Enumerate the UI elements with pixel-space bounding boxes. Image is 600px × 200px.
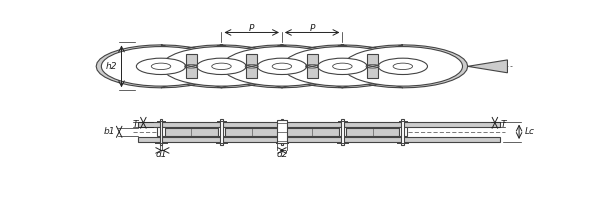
Text: P: P — [249, 24, 254, 33]
Bar — [246, 54, 257, 78]
Circle shape — [257, 58, 307, 75]
Bar — [367, 54, 378, 78]
Bar — [282, 128, 343, 136]
Text: d2: d2 — [276, 150, 287, 159]
Bar — [161, 128, 221, 136]
Circle shape — [318, 58, 367, 75]
Bar — [307, 54, 317, 78]
Circle shape — [283, 47, 402, 86]
Circle shape — [212, 63, 231, 70]
Text: h2: h2 — [106, 62, 117, 71]
Circle shape — [272, 63, 292, 70]
Circle shape — [332, 63, 352, 70]
Bar — [138, 137, 500, 142]
Text: T: T — [132, 120, 138, 129]
Circle shape — [378, 58, 427, 75]
Circle shape — [222, 47, 341, 86]
Bar — [138, 122, 500, 127]
Text: T: T — [500, 120, 506, 129]
Bar — [343, 128, 403, 136]
Bar — [399, 127, 407, 136]
Bar — [338, 127, 346, 136]
Bar — [186, 54, 197, 78]
Bar — [160, 119, 163, 145]
Bar — [278, 127, 286, 136]
Bar — [281, 119, 283, 145]
Polygon shape — [96, 45, 508, 88]
Bar — [220, 119, 223, 145]
Circle shape — [393, 63, 413, 70]
Circle shape — [151, 63, 171, 70]
Bar — [341, 119, 344, 145]
Text: P: P — [310, 24, 315, 33]
Circle shape — [101, 47, 221, 86]
Bar — [277, 120, 287, 143]
Circle shape — [162, 47, 281, 86]
Text: Lc: Lc — [524, 127, 535, 136]
Bar — [218, 127, 225, 136]
Circle shape — [136, 58, 185, 75]
Bar — [401, 119, 404, 145]
Bar — [221, 128, 282, 136]
Text: d1: d1 — [155, 150, 167, 159]
Text: b1: b1 — [103, 127, 115, 136]
Bar — [157, 127, 165, 136]
Circle shape — [343, 47, 463, 86]
Circle shape — [197, 58, 246, 75]
